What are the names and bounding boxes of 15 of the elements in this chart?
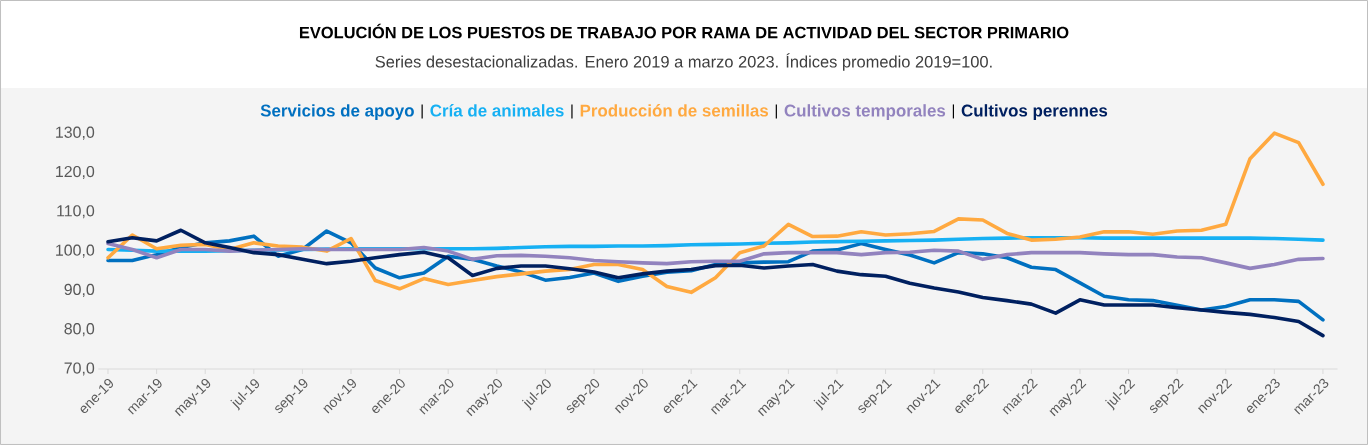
- line-series: [106, 131, 1325, 295]
- y-tick-label: 80,0: [64, 323, 95, 337]
- y-tick-label: 130,0: [56, 126, 95, 140]
- chart-subtitle: Series desestacionalizadas. Enero 2019 a marzo 2023. Índices promedio 2019=100.: [375, 53, 992, 71]
- text: Cultivos perennes: [961, 104, 1108, 120]
- y-tick-label: 100,0: [56, 244, 95, 258]
- y-tick-label: 90,0: [64, 283, 95, 297]
- y-tick-label: 120,0: [56, 165, 95, 180]
- text: Cría de animales: [430, 104, 564, 117]
- text: Cultivos temporales: [784, 104, 946, 120]
- y-tick-label: 70,0: [64, 362, 95, 376]
- text: Servicios de apoyo: [260, 104, 414, 120]
- chart-title: EVOLUCIÓN DE LOS PUESTOS DE TRABAJO POR RAMA DE ACTIVIDAD DEL SECTOR PRIMARIO: [299, 23, 1069, 39]
- y-tick-label: 110,0: [57, 205, 95, 219]
- text: Producción de semillas: [580, 104, 769, 117]
